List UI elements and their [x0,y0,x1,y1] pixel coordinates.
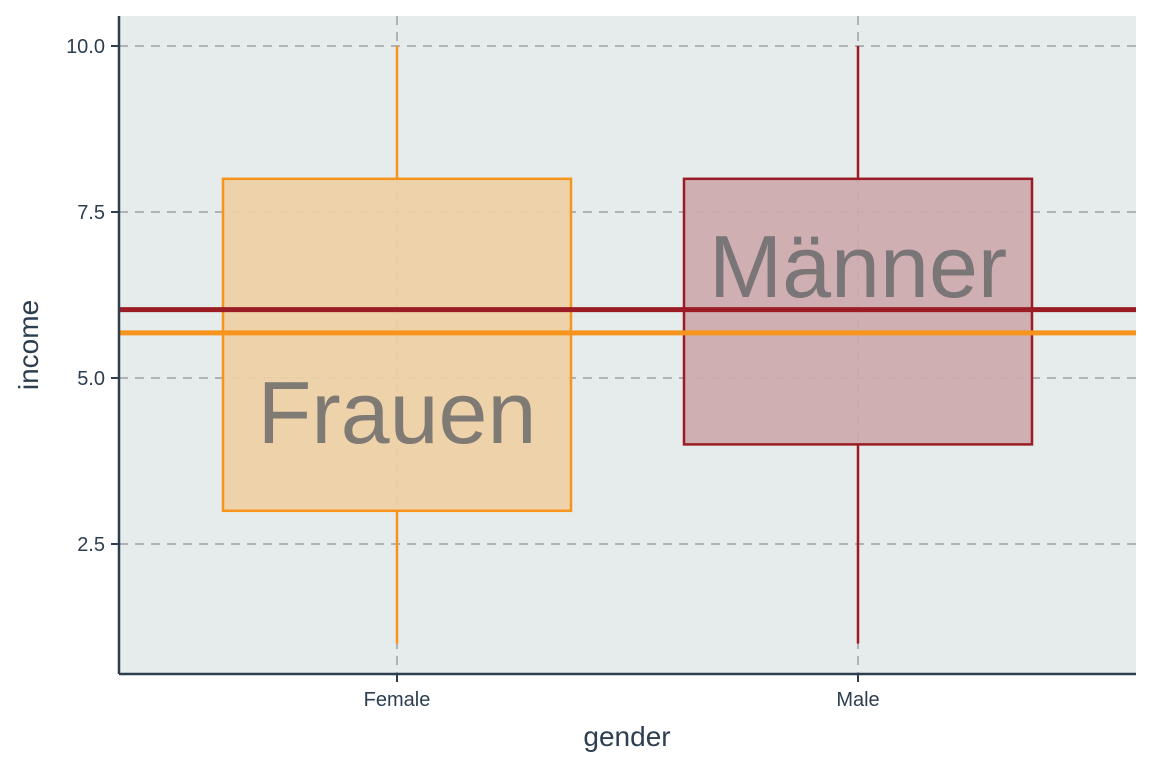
y-tick-label: 10.0 [66,36,105,58]
x-tick-label: Female [364,689,431,711]
box-label-female: Frauen [258,363,537,462]
y-tick-label: 7.5 [77,202,105,224]
mean-lines [119,307,1136,336]
box-annotations: Frauen Männer [258,217,1008,462]
x-tick-label: Male [836,689,879,711]
axes: 2.5 5.0 7.5 10.0 Female Male [66,16,1136,711]
box-label-male: Männer [709,217,1007,316]
box-female [221,177,573,513]
y-axis-title: income [13,300,44,390]
y-tick-label: 2.5 [77,534,105,556]
x-axis-title: gender [583,721,670,752]
y-tick-label: 5.0 [77,368,105,390]
